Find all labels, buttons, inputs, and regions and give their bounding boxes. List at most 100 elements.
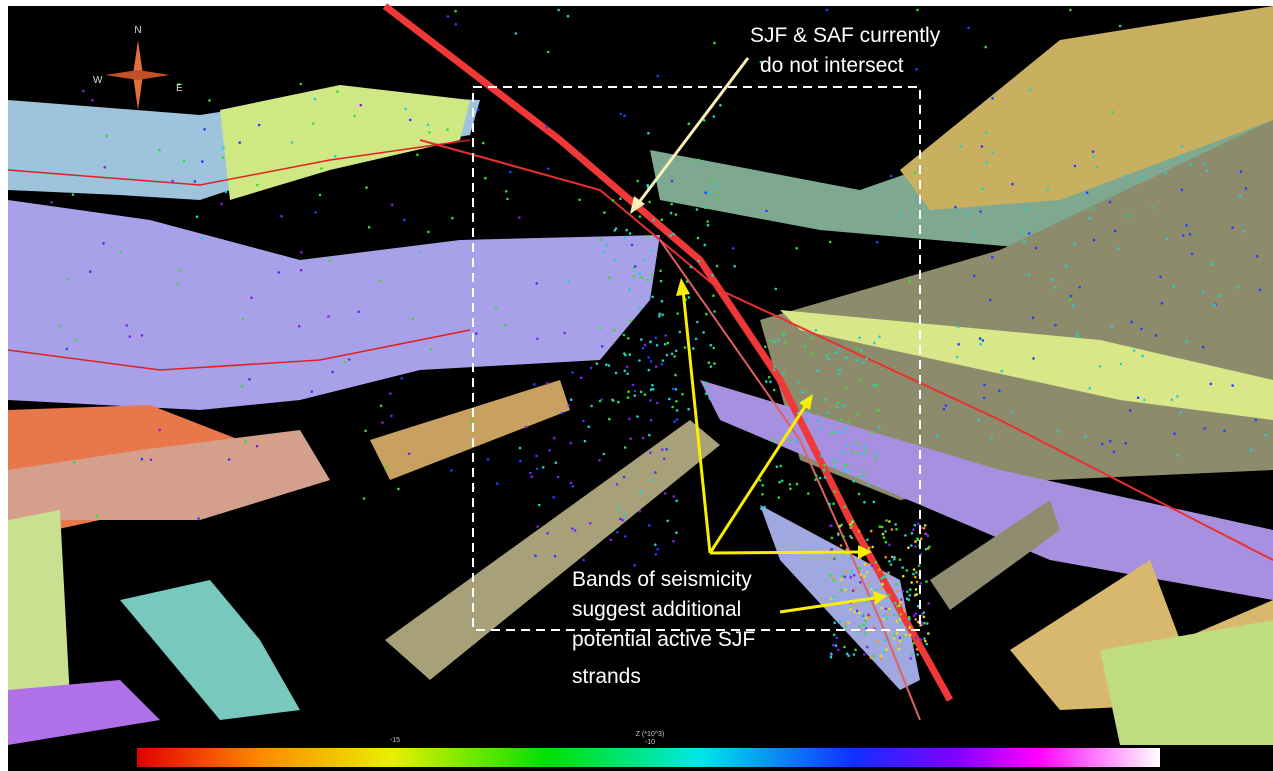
seismic-event [830, 524, 833, 527]
seismic-event [837, 372, 840, 376]
seismic-event [171, 179, 174, 183]
seismic-event [605, 244, 609, 247]
seismic-event [899, 212, 903, 216]
seismic-event [854, 588, 857, 591]
seismic-event [837, 532, 840, 535]
seismic-event [244, 440, 247, 444]
seismic-event [709, 343, 713, 347]
seismic-event [916, 8, 919, 12]
seismic-event [888, 520, 891, 523]
seismic-event [626, 372, 629, 376]
seismic-event [984, 45, 987, 49]
seismic-event [920, 526, 923, 530]
seismic-event [897, 613, 900, 617]
seismic-event [708, 397, 712, 400]
seismic-event [658, 312, 661, 316]
seismic-event [844, 387, 847, 390]
seismic-event [571, 371, 574, 374]
seismic-event [643, 343, 647, 347]
seismic-event [842, 535, 845, 538]
seismic-event [869, 588, 873, 591]
seismic-event [201, 160, 204, 163]
seismic-event [506, 197, 509, 201]
seismic-event [140, 457, 144, 461]
seismic-event [623, 235, 627, 239]
seismic-event [1202, 345, 1205, 349]
seismic-event [867, 613, 870, 617]
seismic-event [917, 564, 921, 567]
seismic-event [536, 337, 539, 341]
seismic-event [1159, 275, 1162, 279]
seismic-event [1113, 229, 1117, 233]
seismic-event [879, 657, 883, 661]
seismic-event [816, 420, 819, 423]
seismic-event [842, 404, 845, 408]
seismic-event [844, 463, 848, 467]
seismic-event [907, 598, 911, 601]
seismic-event [915, 580, 919, 584]
seismic-event [865, 449, 869, 452]
seismic-event [847, 654, 850, 657]
seismic-event [884, 540, 888, 544]
seismic-event [411, 317, 415, 321]
compass-east: E [176, 83, 183, 94]
seismic-event [654, 336, 658, 340]
seismic-event [367, 225, 371, 229]
colorbar-tick: -10 [645, 739, 655, 746]
seismic-event [773, 340, 776, 344]
annotation-line: potential active SJF [572, 628, 755, 651]
seismic-event [836, 401, 840, 405]
seismic-event [1054, 323, 1057, 327]
seismic-event [893, 601, 897, 605]
seismic-event [895, 620, 898, 623]
seismic-event [863, 444, 867, 448]
seismic-event [796, 380, 800, 384]
seismic-event [772, 388, 776, 392]
seismic-event [959, 145, 962, 148]
seismic-event [769, 339, 772, 342]
seismic-event [119, 250, 122, 254]
seismic-event [836, 648, 840, 652]
seismic-event [661, 359, 665, 362]
seismic-event [379, 279, 382, 283]
seismic-event [983, 383, 986, 387]
seismic-event [313, 97, 317, 101]
seismic-event [843, 645, 846, 649]
seismic-event [882, 536, 886, 539]
seismic-event [915, 648, 919, 651]
seismic-event [416, 153, 419, 157]
seismic-event [820, 454, 823, 458]
seismic-event [666, 519, 669, 523]
seismic-event [552, 436, 556, 440]
seismic-event [427, 230, 430, 234]
seismic-event [96, 515, 99, 518]
seismic-event [675, 400, 678, 403]
seismic-event [863, 575, 866, 578]
seismic-event [991, 97, 994, 100]
seismic-event [843, 505, 847, 508]
seismic-event [655, 344, 659, 347]
annotation-line: suggest additional [572, 598, 741, 621]
seismic-event [1201, 290, 1205, 294]
seismic-event [919, 638, 923, 641]
seismic-event [692, 347, 695, 350]
seismic-event [1181, 155, 1184, 159]
seismic-event [1143, 398, 1146, 402]
annotation-line: SJF & SAF currently [750, 24, 941, 47]
seismic-event [91, 98, 94, 102]
seismic-event [554, 461, 558, 465]
seismic-event [660, 218, 664, 221]
seismic-event [778, 480, 781, 484]
seismic-event [707, 361, 711, 365]
seismic-event [672, 232, 675, 236]
seismic-event [678, 330, 682, 334]
seismic-event [712, 346, 715, 350]
seismic-event [623, 446, 627, 449]
seismic-event [1179, 411, 1183, 414]
seismic-event [814, 478, 817, 482]
seismic-event [977, 418, 980, 422]
seismic-event [524, 425, 528, 429]
seismic-event [654, 365, 658, 369]
seismic-event [914, 588, 918, 591]
seismic-event [1181, 234, 1185, 237]
